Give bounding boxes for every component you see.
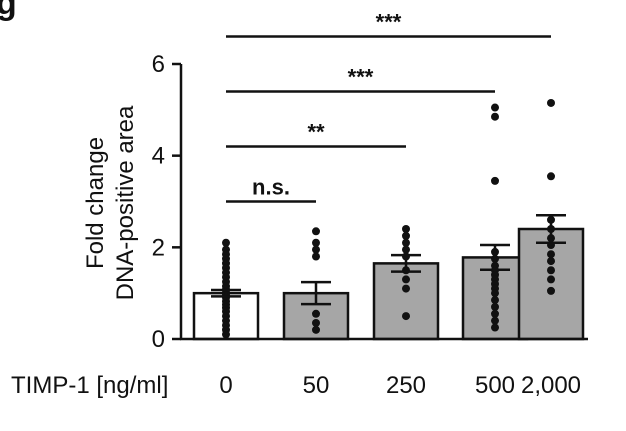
data-point <box>402 231 410 240</box>
data-point <box>547 286 555 295</box>
data-point <box>491 289 499 298</box>
data-point <box>222 238 230 247</box>
y-tick-label: 4 <box>152 143 165 170</box>
data-point <box>547 266 555 275</box>
data-point <box>312 309 320 318</box>
data-point <box>547 172 555 181</box>
data-point <box>491 323 499 332</box>
y-tick-label: 0 <box>152 326 165 353</box>
y-axis-title-line1: Fold change <box>82 137 109 269</box>
data-point <box>402 245 410 254</box>
data-point <box>491 296 499 305</box>
bar-2 <box>372 262 440 341</box>
data-point <box>402 284 410 293</box>
data-point <box>547 98 555 107</box>
data-point <box>547 257 555 266</box>
significance-label: n.s. <box>252 175 290 200</box>
data-point <box>491 176 499 185</box>
data-point <box>312 252 320 261</box>
x-tick-label: 50 <box>303 372 330 399</box>
data-point <box>402 225 410 233</box>
significance-label: *** <box>376 10 402 35</box>
data-point <box>402 275 410 284</box>
x-tick-label: 500 <box>475 372 515 399</box>
y-axis-title-line2: DNA-positive area <box>112 105 139 300</box>
x-axis-prefix-label: TIMP-1 [ng/ml] <box>11 372 168 399</box>
data-point <box>491 316 499 325</box>
panel-letter: g <box>0 0 17 22</box>
data-point <box>312 325 320 334</box>
y-tick-label: 2 <box>152 234 165 261</box>
data-point <box>491 302 499 311</box>
data-point <box>491 103 499 112</box>
x-tick-label: 250 <box>386 372 426 399</box>
data-point <box>312 227 320 236</box>
data-point <box>402 238 410 247</box>
data-point <box>491 112 499 121</box>
data-point <box>222 330 230 339</box>
x-tick-label: 2,000 <box>521 372 581 399</box>
y-tick-label: 6 <box>152 51 165 78</box>
x-tick-label: 0 <box>219 372 232 399</box>
significance-label: *** <box>348 65 374 90</box>
data-point <box>547 275 555 284</box>
data-point <box>491 309 499 318</box>
data-point <box>547 250 555 259</box>
data-point <box>312 238 320 247</box>
data-point <box>312 318 320 327</box>
significance-label: ** <box>307 120 325 145</box>
data-point <box>402 312 410 321</box>
data-point <box>312 245 320 254</box>
